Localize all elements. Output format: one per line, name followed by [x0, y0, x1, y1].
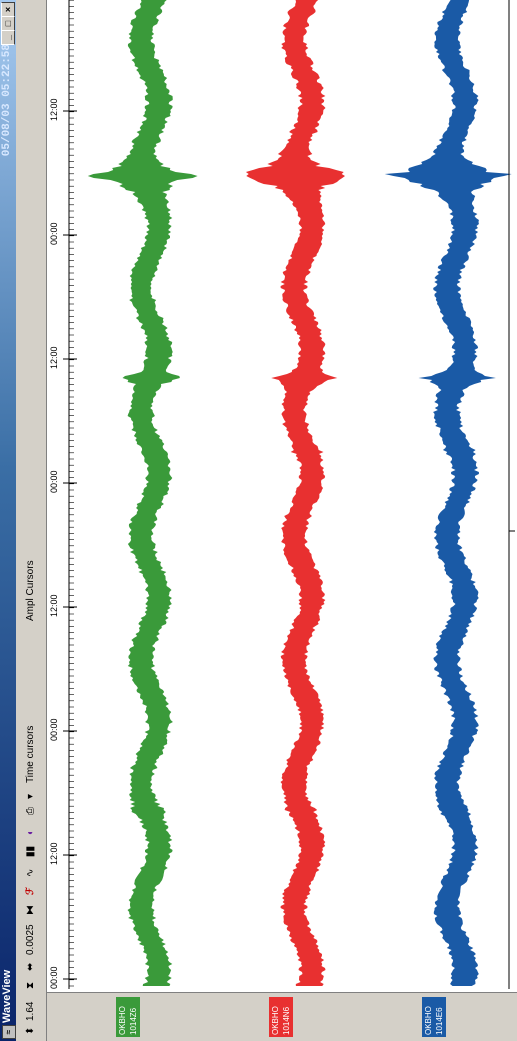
toolbar: ⬍ 1.64 ⧗ ⬌ 0.0025 ⧓ ℱ ∿ ▮▮ ◐ ⎙ ▾ Time cu… — [16, 0, 47, 1041]
fit-icon[interactable]: ⧓ — [25, 905, 36, 915]
time-axis-label: 12:00 — [49, 346, 59, 369]
time-axis-label: 00:00 — [49, 470, 59, 493]
ampl-cursors-button[interactable]: Ampl Cursors — [25, 560, 36, 621]
filter-icon[interactable]: ℱ — [25, 887, 36, 895]
time-axis-label: 12:00 — [49, 842, 59, 865]
zoom-in-icon[interactable]: ⧗ — [25, 981, 36, 989]
title-bar: ≈ WaveView 05/08/03 05:22:58 _ □ × — [0, 0, 16, 1041]
waveform-trace-n — [245, 0, 345, 986]
pause-icon[interactable]: ▮▮ — [25, 845, 36, 857]
horizontal-arrows-icon[interactable]: ⬌ — [25, 962, 36, 971]
time-axis-label: 00:00 — [49, 222, 59, 245]
waveform-band — [245, 0, 345, 986]
time-cursors-button[interactable]: Time cursors — [25, 725, 36, 783]
time-axis-ticks — [63, 0, 77, 987]
waveform-trace-z — [87, 0, 198, 986]
waveform-band — [87, 0, 198, 986]
print-dropdown-icon[interactable]: ▾ — [25, 793, 36, 799]
close-button[interactable]: × — [1, 2, 15, 17]
scale-value: 0.0025 — [25, 924, 36, 955]
time-axis-label: 12:00 — [49, 594, 59, 617]
waveform-display[interactable] — [47, 0, 517, 1041]
time-axis-label: 00:00 — [49, 718, 59, 741]
color-icon[interactable]: ◐ — [25, 828, 36, 835]
print-icon[interactable]: ⎙ — [25, 807, 36, 815]
time-axis-label: 00:00 — [49, 966, 59, 989]
minimize-button[interactable]: _ — [1, 30, 15, 45]
maximize-button[interactable]: □ — [1, 16, 15, 31]
zoom-value: 1.64 — [25, 1001, 36, 1021]
time-axis-label: 12:00 — [49, 98, 59, 121]
wave-icon[interactable]: ∿ — [25, 868, 36, 877]
plot-area[interactable]: OKBHO 1014Z6 OKBHO 1014N6 OKBHO 1014E6 0… — [47, 0, 517, 1041]
waveform-band — [384, 0, 512, 986]
waveform-trace-e — [384, 0, 512, 986]
waveview-app-icon: ≈ — [2, 1025, 16, 1039]
vertical-zoom-arrows-icon[interactable]: ⬍ — [25, 1026, 36, 1035]
datetime-readout: 05/08/03 05:22:58 — [1, 44, 13, 157]
window-title: WaveView — [1, 969, 13, 1023]
